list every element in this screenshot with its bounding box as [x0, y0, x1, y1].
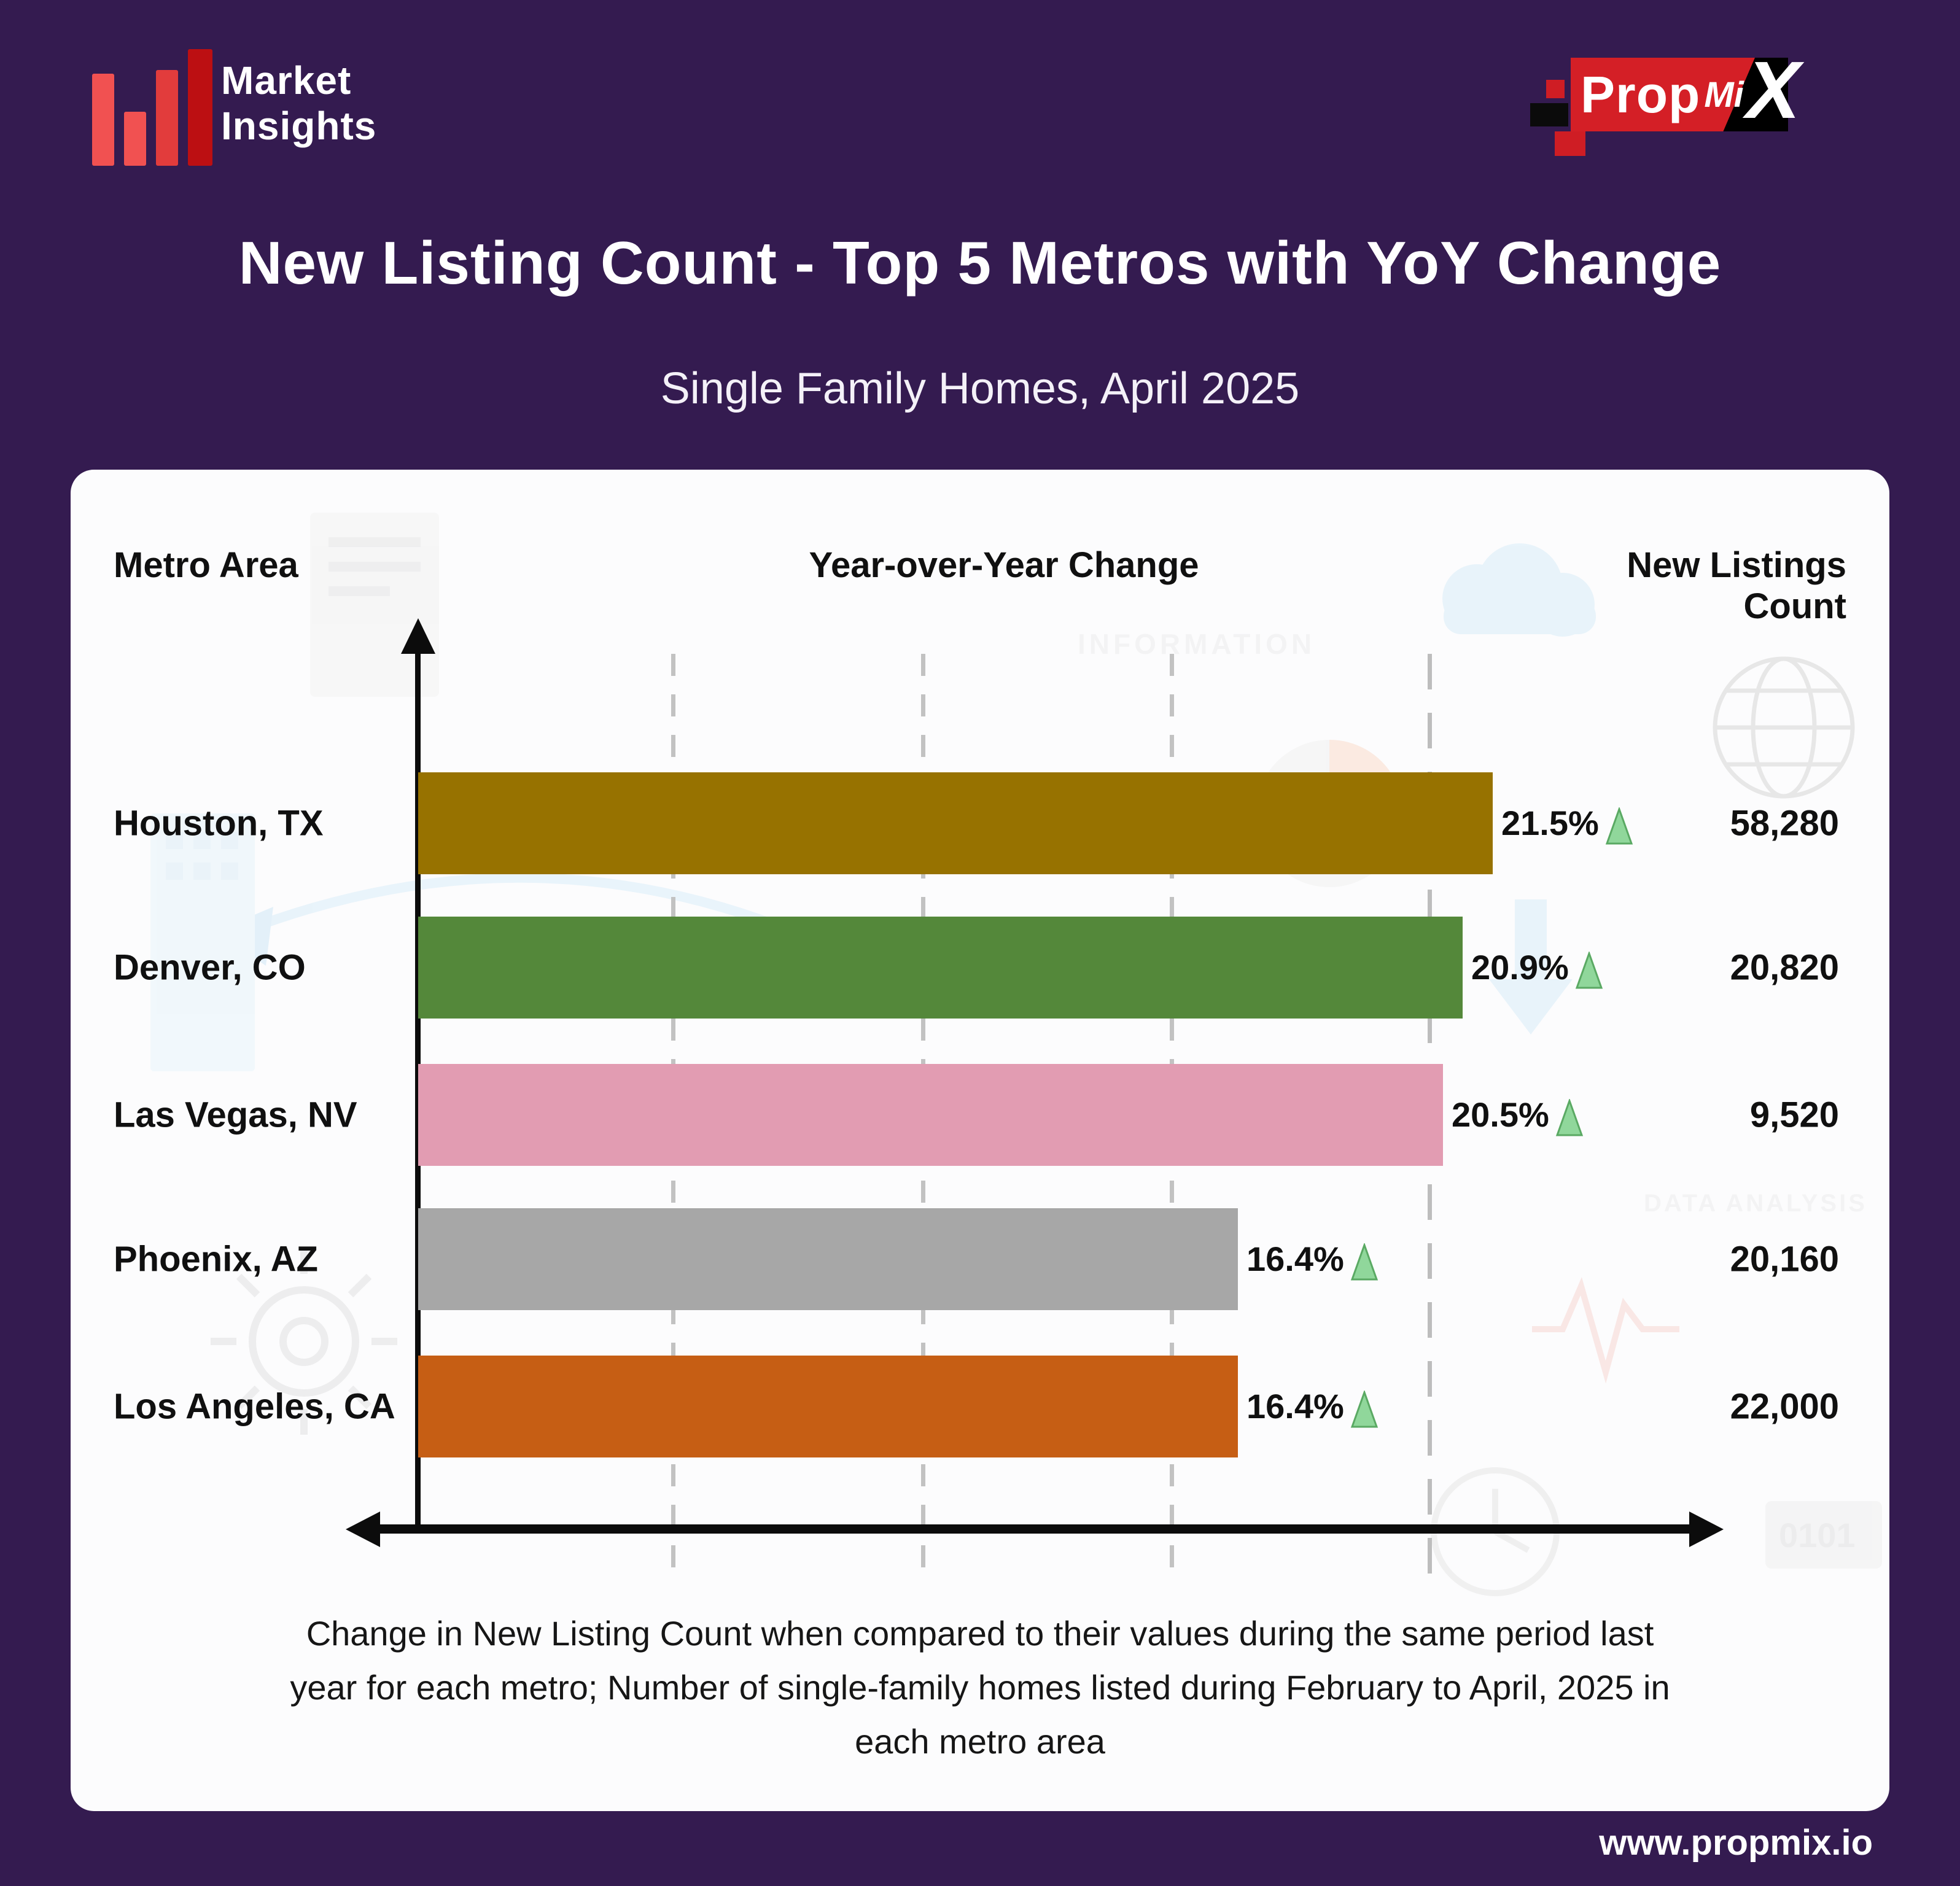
market-insights-logo: Market Insights — [92, 49, 376, 172]
listings-count-value: 20,160 — [1730, 1239, 1839, 1279]
footer-link[interactable]: www.propmix.io — [1599, 1823, 1873, 1863]
brand-line2: Insights — [221, 104, 377, 148]
y-axis — [415, 651, 421, 1529]
listings-count-value: 22,000 — [1730, 1386, 1839, 1426]
trend-up-icon — [1350, 1390, 1378, 1427]
yoy-change-group: 16.4% — [1246, 1237, 1379, 1281]
bar-las-vegas — [418, 1063, 1443, 1166]
metro-label: Los Angeles, CA — [114, 1386, 395, 1426]
bar-row-denver: Denver, CO 20.9% 20,820 — [71, 894, 1889, 1040]
bar-row-los-angeles: Los Angeles, CA 16.4% 22,000 — [71, 1333, 1889, 1479]
bar-chart-icon — [92, 49, 212, 172]
svg-text:0101: 0101 — [1779, 1516, 1856, 1554]
yoy-change-value: 16.4% — [1246, 1387, 1344, 1426]
bar-row-las-vegas: Las Vegas, NV 20.5% 9,520 — [71, 1042, 1889, 1187]
brand-line1: Market — [221, 58, 352, 103]
bar-row-phoenix: Phoenix, AZ 16.4% 20,160 — [71, 1186, 1889, 1332]
column-header-count: New Listings Count — [1627, 545, 1846, 626]
yoy-change-value: 21.5% — [1501, 804, 1599, 842]
listings-count-value: 9,520 — [1749, 1095, 1839, 1135]
propmix-wordmark: Prop Mi X — [1571, 45, 1800, 135]
bar-phoenix — [418, 1208, 1238, 1310]
x-axis-right-arrowhead — [1689, 1512, 1724, 1547]
metro-label: Phoenix, AZ — [114, 1239, 318, 1279]
footer: www.propmix.io — [1599, 1822, 1873, 1863]
listings-count-value: 20,820 — [1730, 947, 1839, 987]
x-axis-left-arrowhead — [346, 1512, 380, 1547]
x-axis — [378, 1524, 1692, 1534]
column-header-yoy: Year-over-Year Change — [809, 545, 1199, 585]
metro-label: Houston, TX — [114, 803, 324, 843]
y-axis-arrowhead — [401, 618, 435, 654]
yoy-change-group: 21.5% — [1501, 801, 1633, 845]
bar-denver — [418, 916, 1463, 1019]
chart-card: INFORMATION DATA ANALYSIS — [71, 470, 1889, 1811]
metro-label: Las Vegas, NV — [114, 1095, 357, 1135]
page-subtitle: Single Family Homes, April 2025 — [660, 364, 1300, 413]
yoy-change-value: 20.9% — [1471, 948, 1569, 987]
page-title: New Listing Count - Top 5 Metros with Yo… — [238, 229, 1722, 297]
trend-up-icon — [1350, 1243, 1378, 1280]
bar-los-angeles — [418, 1355, 1238, 1457]
propmix-pixel-black — [1530, 103, 1568, 126]
propmix-pixel-red2 — [1555, 131, 1585, 156]
bar-row-houston: Houston, TX 21.5% 58,280 — [71, 750, 1889, 896]
trend-up-icon — [1605, 807, 1633, 844]
listings-count-value: 58,280 — [1730, 803, 1839, 843]
yoy-change-group: 16.4% — [1246, 1384, 1379, 1429]
column-header-metro: Metro Area — [114, 545, 298, 585]
yoy-change-group: 20.5% — [1452, 1093, 1584, 1137]
trend-up-icon — [1555, 1098, 1583, 1136]
chart-caption: Change in New Listing Count when compare… — [290, 1614, 1670, 1761]
brand-wordmark: Market Insights — [221, 58, 376, 149]
metro-label: Denver, CO — [114, 947, 306, 987]
digital-display-icon: 0101 — [1765, 1501, 1882, 1569]
yoy-change-value: 16.4% — [1246, 1240, 1344, 1278]
propmix-logo: Prop Mi X — [1530, 44, 1800, 156]
trend-up-icon — [1575, 951, 1603, 988]
watermark-information-label: INFORMATION — [1078, 628, 1315, 660]
yoy-change-group: 20.9% — [1471, 945, 1603, 990]
bar-houston — [418, 772, 1493, 874]
yoy-change-value: 20.5% — [1452, 1095, 1549, 1134]
propmix-pixel-red — [1546, 80, 1565, 98]
